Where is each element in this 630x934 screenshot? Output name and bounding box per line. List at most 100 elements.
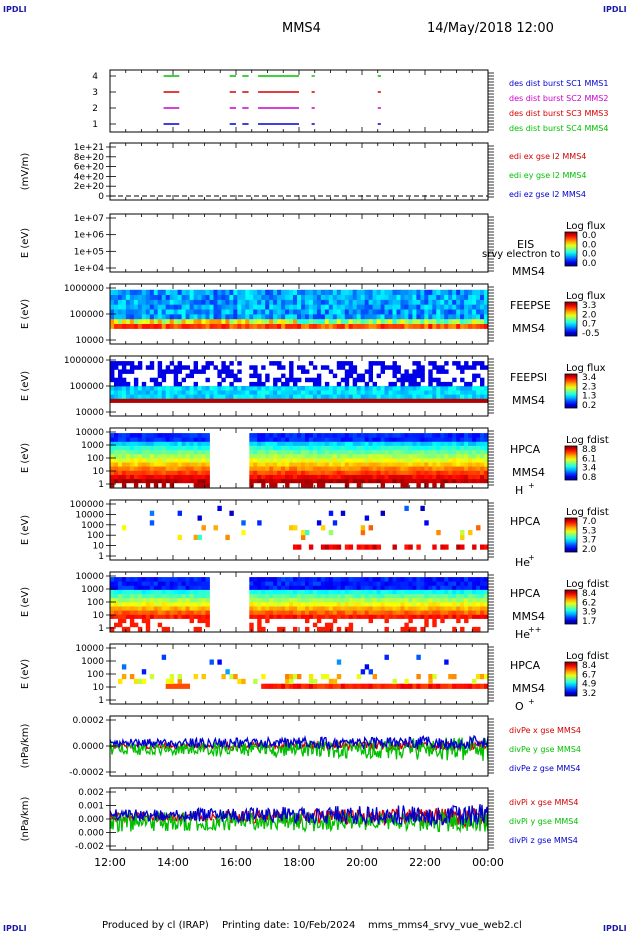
feepsi-cell [129, 386, 135, 391]
feepse-cell [133, 304, 139, 310]
hpca-hepp-cell [352, 610, 358, 615]
feepse-cell [372, 314, 377, 320]
hpca-hepp-cell [181, 577, 186, 582]
feepse-cell [209, 323, 214, 329]
hpca-h-cell [289, 445, 294, 451]
hpca-o-cell [452, 674, 457, 680]
hpca-hepp-cell [181, 597, 186, 603]
feepsi-cell [229, 361, 234, 366]
hpca-h-cell [344, 462, 350, 467]
hpca-h-cell [420, 478, 425, 484]
hpca-h-cell [305, 478, 310, 484]
hpca-hepp-cell [336, 589, 342, 595]
feepse-cell [468, 314, 473, 320]
hpca-hepp-cell [301, 577, 306, 582]
hpca-h-cell [269, 441, 274, 446]
hpca-hepp-cell [400, 593, 405, 599]
hpca-h-cell [169, 437, 175, 442]
feepse-cell [157, 318, 163, 324]
hpca-h-cell [257, 458, 262, 463]
feepse-cell [257, 318, 262, 324]
hpca-hepp-cell [189, 610, 194, 615]
hpca-h-cell [380, 445, 385, 451]
hpca-he-cell [480, 544, 485, 550]
hpca-hepp-cell [114, 581, 119, 586]
feepse-cell [201, 294, 206, 300]
feepsi-cell [436, 381, 441, 387]
hpca-hepp-cell [420, 585, 425, 590]
hpca-hepp-cell [253, 614, 258, 619]
hpca-h-cell [293, 437, 298, 442]
hpca-hepp-cell [312, 589, 318, 595]
divpi-ytick-label: 0.000 [78, 815, 104, 825]
hpca-o-cell [297, 683, 302, 689]
feepsi-cell [464, 361, 469, 366]
hpca-hepp-cell [301, 610, 306, 615]
feepse-cell [173, 304, 179, 310]
hpca-hepp-cell [137, 577, 143, 582]
feepsi-cell [193, 369, 198, 374]
hpca-h-cell [340, 466, 346, 471]
hpca-o-cell [328, 678, 334, 684]
feepsi-cell [436, 390, 441, 395]
hpca-hepp-cell [145, 626, 151, 632]
hpca-h-colorbar-label: 0.8 [582, 473, 597, 483]
hpca-h-cell [464, 470, 469, 475]
feepse-cell [245, 309, 250, 315]
hpca-hepp-cell [336, 581, 342, 586]
feepse-cell [416, 299, 421, 305]
hpca-he-cell [257, 520, 262, 526]
feepse-cell [241, 299, 246, 305]
hpca-h-cell [356, 449, 362, 455]
hpca-hepp-cell [305, 602, 310, 607]
feepsi-cell [328, 390, 334, 395]
feepsi-cell [476, 398, 481, 403]
feepsi-cell [444, 369, 449, 374]
hpca-o-cell [324, 674, 330, 680]
hpca-hepp-cell [257, 614, 262, 619]
feepse-cell [356, 314, 362, 320]
feepse-cell [249, 304, 254, 310]
hpca-hepp-cell [114, 593, 119, 599]
hpca-h-cell [289, 458, 294, 463]
hpca-hepp-cell [114, 589, 119, 595]
feepsi-cell [145, 365, 151, 370]
hpca-h-cell [301, 482, 306, 488]
feepse-cell [432, 309, 437, 315]
hpca-h-cell [432, 441, 437, 446]
feepse-cell [241, 309, 246, 315]
feepsi-cell [380, 369, 385, 374]
feepse-cell [436, 318, 441, 324]
hpca-h-cell [137, 474, 143, 480]
hpca-h-cell [484, 433, 489, 438]
hpca-hepp-cell [340, 606, 346, 611]
hpca-h-cell [376, 449, 381, 455]
hpca-hepp-cell [110, 585, 115, 590]
feepse-cell [145, 289, 151, 295]
hpca-h-cell [448, 433, 453, 438]
hpca-o-colorbar [564, 661, 578, 697]
hpca-hepp-cell [205, 610, 210, 615]
feepsi-cell [189, 390, 194, 395]
feepsi-cell [372, 381, 377, 387]
hpca-hepp-cell [364, 593, 370, 599]
feepse-cell [153, 294, 159, 300]
hpca-hepp-cell [364, 606, 370, 611]
hpca-h-cell [201, 474, 206, 480]
hpca-hepp-cell [257, 606, 262, 611]
feepsi-cell [185, 365, 190, 370]
hpca-h-cell [169, 478, 175, 484]
hpca-h-cell [285, 437, 290, 442]
feepse-cell [368, 309, 373, 315]
hpca-h-cell [476, 453, 481, 459]
feepse-cell [118, 289, 123, 295]
hpca-hepp-cell [312, 614, 318, 619]
feepsi-cell [404, 398, 409, 403]
feepse-cell [320, 314, 326, 320]
hpca-he-cell [340, 510, 346, 516]
hpca-hepp-cell [352, 577, 358, 582]
feepsi-cell [193, 390, 198, 395]
hpca-hepp-cell [348, 597, 354, 603]
feepsi-cell [416, 390, 421, 395]
hpca-h-cell [356, 453, 362, 459]
